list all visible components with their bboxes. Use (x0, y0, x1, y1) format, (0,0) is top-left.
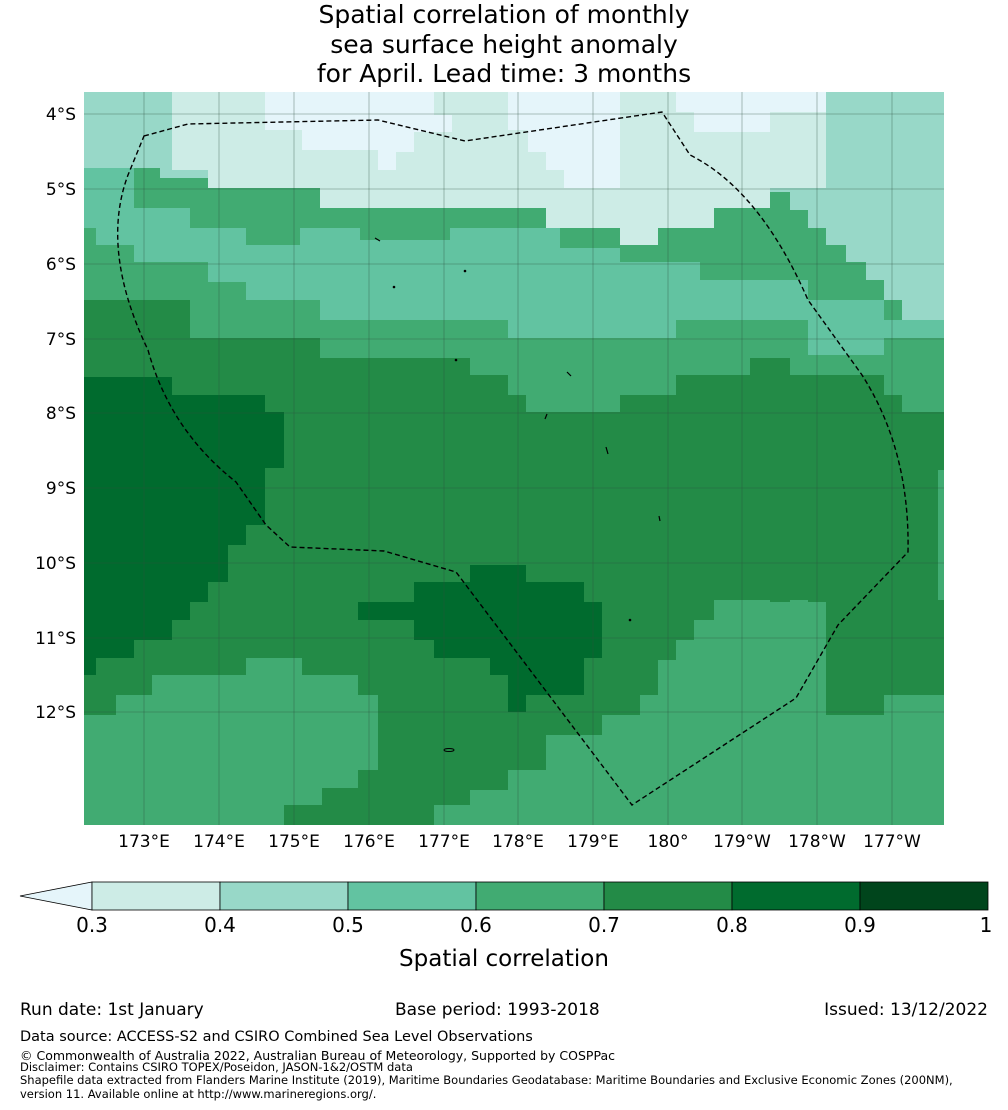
map-panel (84, 92, 944, 825)
island (628, 618, 632, 622)
colorbar-tick: 0.3 (76, 913, 108, 937)
lon-label: 175°E (268, 832, 320, 852)
colorbar-bin (219, 881, 349, 911)
island (374, 237, 381, 242)
lon-label: 178°W (788, 832, 846, 852)
disclaimer: Disclaimer: Contains CSIRO TOPEX/Poseido… (20, 1060, 413, 1074)
colorbar-bin (91, 881, 221, 911)
island (658, 515, 661, 522)
base-period: Base period: 1993-2018 (395, 1000, 600, 1020)
latitude-labels: 4°S 5°S 6°S 7°S 8°S 9°S 10°S 11°S 12°S (35, 105, 76, 723)
shapefile-credit: Shapefile data extracted from Flanders M… (20, 1073, 953, 1087)
colorbar-bin (347, 881, 477, 911)
colorbar-tick: 1 (980, 913, 993, 937)
lat-label: 11°S (35, 629, 76, 649)
lon-label: 179°E (567, 832, 619, 852)
island (392, 285, 396, 289)
region-0.6-0.7-east-edge (902, 715, 944, 825)
region-0.6-0.7-southwest (84, 658, 378, 825)
data-source: Data source: ACCESS-S2 and CSIRO Combine… (20, 1029, 533, 1045)
lat-label: 10°S (35, 554, 76, 574)
colorbar-tick: 0.4 (204, 913, 236, 937)
colorbar-label-area: Spatial correlation (399, 946, 609, 972)
title-line-2: sea surface height anomaly (330, 29, 678, 59)
correlation-map: 4°S 5°S 6°S 7°S 8°S 9°S 10°S 11°S 12°S 1… (19, 92, 993, 937)
title-line-3: for April. Lead time: 3 months (316, 59, 692, 88)
colorbar-tick: 0.5 (332, 913, 364, 937)
region-0.8-0.9-central (358, 565, 602, 712)
lon-label: 173°E (118, 832, 170, 852)
colorbar-bin (603, 881, 733, 911)
colorbar-tick: 0.9 (844, 913, 876, 937)
lon-label: 179°W (713, 832, 771, 852)
colorbar-bin (731, 881, 861, 911)
lat-label: 4°S (46, 105, 76, 125)
colorbar-tick: 0.8 (716, 913, 748, 937)
shapefile-credit-2: version 11. Available online at http://w… (20, 1087, 377, 1101)
region-below-0.3-west (265, 92, 452, 170)
eez-boundary (116, 111, 909, 806)
island (605, 446, 609, 455)
longitude-labels: 173°E 174°E 175°E 176°E 177°E 178°E 179°… (118, 832, 921, 852)
island (443, 748, 455, 752)
graticule (84, 92, 944, 825)
lat-label: 9°S (46, 479, 76, 499)
lat-label: 6°S (46, 255, 76, 275)
region-below-0.3-east (508, 92, 620, 188)
lon-label: 174°E (193, 832, 245, 852)
colorbar-tick: 0.7 (588, 913, 620, 937)
run-date: Run date: 1st January (20, 1000, 204, 1020)
lon-label: 180° (648, 832, 689, 852)
region-below-0.3-far-east (676, 92, 826, 132)
title-line-1: Spatial correlation of monthly (318, 0, 690, 29)
lat-label: 7°S (46, 330, 76, 350)
island (566, 371, 572, 377)
colorbar-bin (859, 881, 989, 911)
colorbar-under-arrow (19, 881, 93, 911)
colorbar: 0.3 0.4 0.5 0.6 0.7 0.8 0.9 1 (19, 881, 993, 937)
colorbar-label: Spatial correlation (399, 946, 609, 972)
colorbar-tick: 0.6 (460, 913, 492, 937)
lat-label: 5°S (46, 180, 76, 200)
islands (374, 237, 661, 752)
lon-label: 177°W (863, 832, 921, 852)
colorbar-bin (475, 881, 605, 911)
island (463, 269, 467, 273)
region-0.6-0.7-southeast (490, 602, 826, 825)
issued-date: Issued: 13/12/2022 (824, 1000, 988, 1020)
lon-label: 176°E (343, 832, 395, 852)
lon-label: 178°E (492, 832, 544, 852)
region-0.8-0.9-west (84, 377, 284, 675)
copyright: © Commonwealth of Australia 2022, Austra… (20, 1048, 615, 1063)
island (544, 413, 548, 420)
lon-label: 177°E (418, 832, 470, 852)
map-title: Spatial correlation of monthly sea surfa… (0, 0, 1008, 89)
region-0.5-0.6 (84, 168, 944, 355)
island (454, 358, 458, 362)
lat-label: 8°S (46, 404, 76, 424)
lat-label: 12°S (35, 703, 76, 723)
